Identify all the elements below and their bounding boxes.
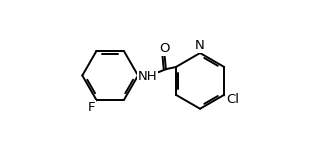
Text: O: O — [159, 42, 169, 55]
Text: N: N — [195, 39, 205, 52]
Text: Cl: Cl — [226, 93, 239, 106]
Text: NH: NH — [138, 70, 158, 83]
Text: F: F — [88, 101, 96, 114]
